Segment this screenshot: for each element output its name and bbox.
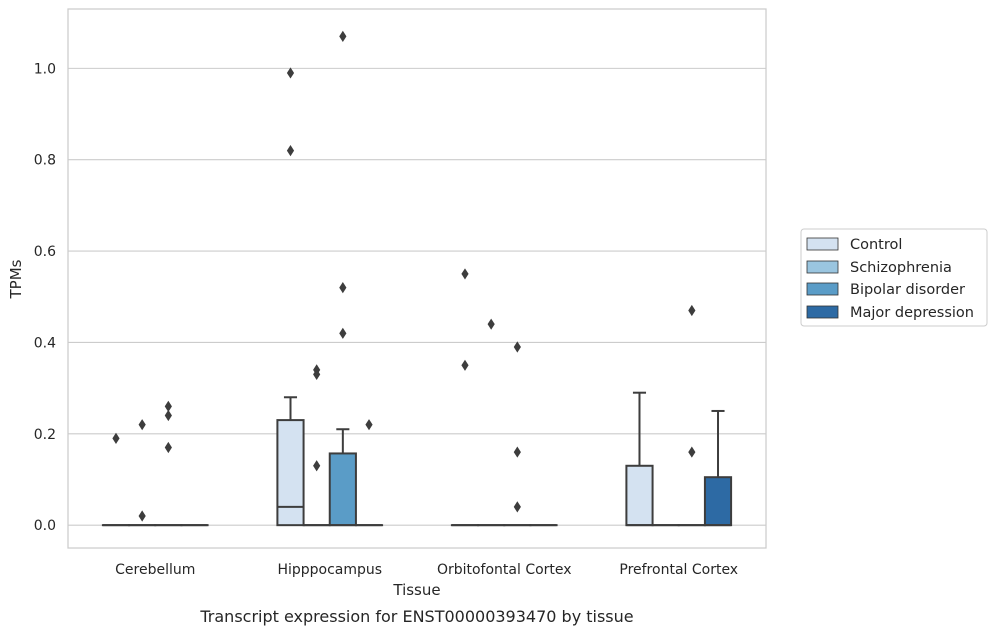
legend-item-schizophrenia: Schizophrenia [806, 260, 952, 276]
y-tick-label: 0.4 [34, 335, 56, 351]
plot-frame [67, 8, 767, 549]
box-body [703, 476, 733, 527]
box-body [276, 419, 305, 527]
outlier-point [286, 145, 295, 157]
x-tick-label-hipppocampus: Hipppocampus [277, 562, 382, 578]
outlier-point [164, 441, 172, 454]
outlier-point [461, 268, 469, 280]
legend: Control Schizophrenia Bipolar disorder M… [800, 228, 988, 327]
legend-swatch-bipolar-disorder [806, 282, 839, 296]
x-tick-labels: Cerebellum Hipppocampus Orbitofontal Corte… [115, 562, 738, 578]
outlier-point [365, 419, 373, 431]
box-prefrontal-cortex-major-depression [703, 409, 733, 527]
outlier-point [688, 304, 696, 317]
legend-item-major-depression: Major depression [806, 305, 974, 321]
legend-item-control: Control [806, 237, 902, 253]
legend-swatch-major-depression [806, 305, 839, 319]
box-hipppocampus-major-depression [354, 419, 384, 527]
chart-caption: Transcript expression for ENST0000039347… [199, 607, 633, 626]
outlier-point [688, 446, 696, 458]
legend-item-bipolar-disorder: Bipolar disorder [806, 282, 965, 298]
outlier-point [313, 364, 321, 376]
x-tick-label-prefrontal-cortex: Prefrontal Cortex [619, 562, 738, 578]
outlier-point [164, 400, 172, 412]
legend-swatch-schizophrenia [806, 260, 839, 274]
legend-frame [800, 228, 988, 327]
legend-swatch-control [806, 237, 839, 251]
box-orbitofontal-cortex-control [450, 268, 480, 527]
y-tick-labels: 0.0 0.2 0.4 0.6 0.8 1.0 [34, 61, 56, 534]
legend-label-control: Control [850, 237, 902, 253]
outlier-point [112, 432, 120, 444]
outlier-point [313, 460, 321, 472]
legend-label-major-depression: Major depression [850, 305, 974, 321]
outlier-point [138, 510, 146, 522]
x-axis-title: Tissue [392, 581, 440, 599]
y-tick-label: 0.2 [34, 427, 56, 443]
y-axis-title: TPMs [7, 259, 25, 299]
box-hipppocampus-control [276, 67, 305, 527]
y-tick-label: 0.0 [34, 518, 56, 534]
box-body [328, 452, 357, 527]
x-tick-label-orbitofontal-cortex: Orbitofontal Cortex [437, 562, 572, 578]
outlier-point [513, 501, 521, 513]
y-tick-label: 0.6 [34, 244, 56, 260]
box-body [625, 464, 654, 527]
legend-label-bipolar-disorder: Bipolar disorder [850, 282, 965, 298]
box-cerebellum-schizophrenia [128, 419, 157, 527]
outlier-point [513, 446, 521, 458]
x-tick-label-cerebellum: Cerebellum [115, 562, 195, 578]
y-tick-label: 1.0 [34, 61, 56, 77]
y-tick-label: 0.8 [34, 153, 56, 169]
box-prefrontal-cortex-control [625, 391, 654, 527]
box-hipppocampus-bipolar-disorder [328, 30, 357, 527]
box-layer [101, 30, 733, 527]
outlier-point [138, 419, 146, 431]
outlier-point [487, 318, 495, 330]
outlier-point [461, 359, 469, 371]
outlier-point [339, 327, 347, 339]
outlier-point [164, 409, 172, 422]
outlier-point [339, 30, 347, 43]
outlier-point [339, 282, 347, 294]
outlier-point [286, 67, 295, 79]
legend-label-schizophrenia: Schizophrenia [850, 260, 952, 276]
outlier-point [513, 341, 521, 353]
